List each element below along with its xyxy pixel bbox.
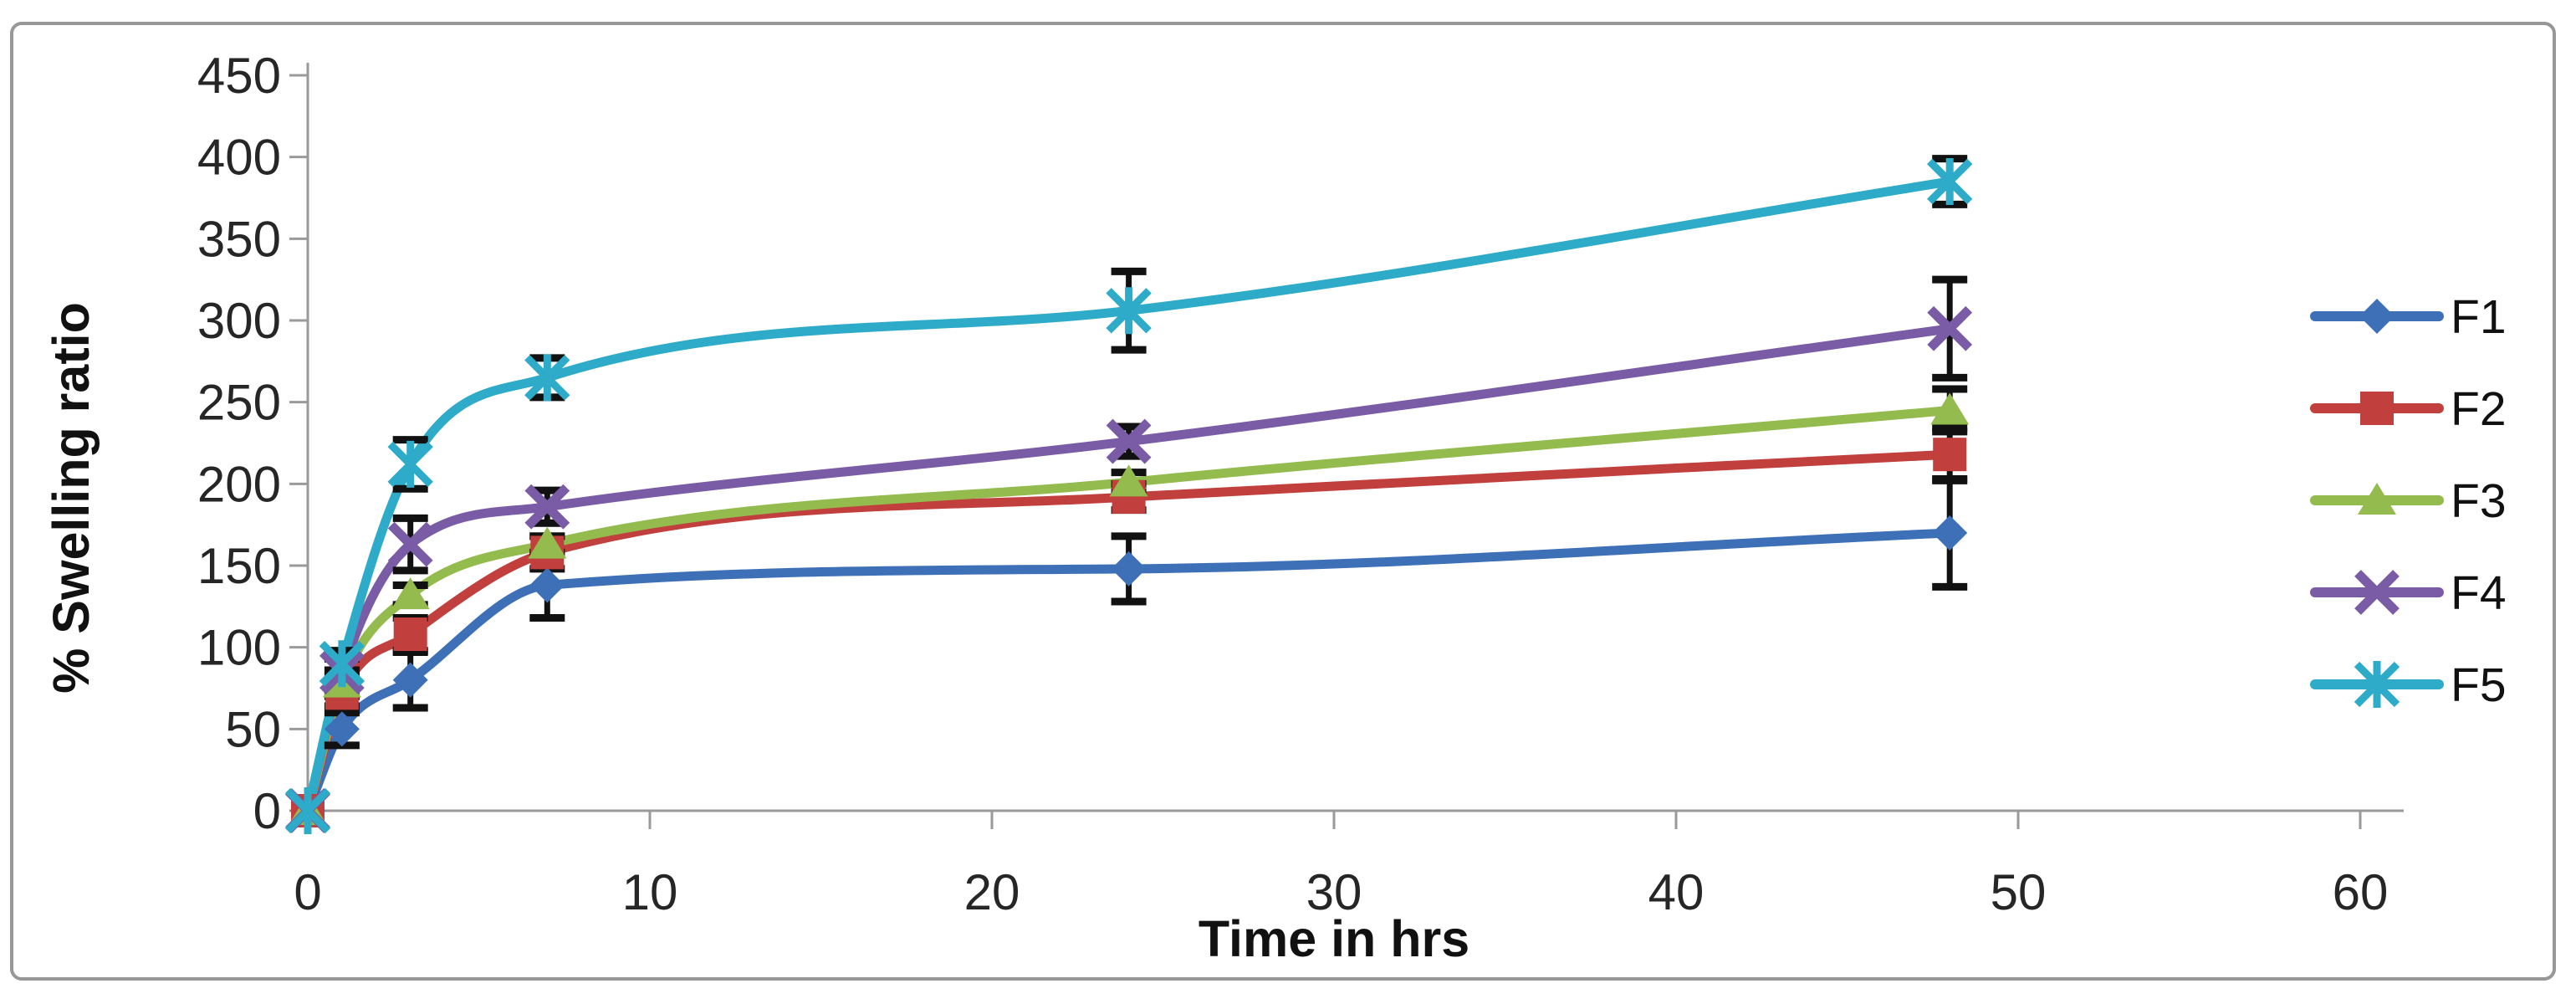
marker-diamond-icon — [2359, 299, 2395, 334]
marker-asterisk-icon — [1106, 287, 1152, 335]
y-tick-label: 400 — [197, 130, 281, 186]
marker-shape — [387, 440, 433, 488]
marker-shape — [392, 662, 428, 698]
marker-shape — [1109, 464, 1148, 497]
marker-shape — [1927, 157, 1973, 205]
marker-shape — [529, 567, 565, 603]
legend-label: F2 — [2451, 382, 2507, 436]
marker-diamond-icon — [1932, 515, 1968, 551]
marker-square-icon — [393, 617, 427, 652]
x-tick-label: 20 — [964, 864, 1020, 920]
data-point-markers — [284, 157, 1973, 834]
legend-item-F4: F4 — [2310, 566, 2507, 620]
legend-label: F3 — [2451, 474, 2507, 528]
marker-shape — [528, 526, 567, 559]
y-tick-label: 250 — [197, 375, 281, 431]
legend-item-F5: F5 — [2310, 658, 2507, 712]
x-tick-label: 0 — [294, 864, 321, 920]
marker-shape — [524, 484, 570, 530]
marker-x-cross-icon — [524, 484, 570, 530]
marker-square-icon — [1933, 438, 1967, 472]
marker-x-cross-icon — [387, 521, 433, 567]
marker-asterisk-icon — [2354, 661, 2400, 708]
marker-asterisk-icon — [1927, 157, 1973, 205]
legend-label: F4 — [2451, 566, 2507, 620]
marker-shape — [319, 640, 365, 688]
y-tick-label: 50 — [225, 701, 281, 757]
marker-asterisk-icon — [284, 787, 331, 834]
y-tick-label: 150 — [197, 538, 281, 594]
marker-shape — [391, 577, 430, 610]
x-axis-title: Time in hrs — [1199, 910, 1469, 967]
marker-x-cross-icon — [1927, 305, 1973, 351]
marker-asterisk-icon — [387, 440, 433, 488]
marker-shape — [1106, 418, 1152, 464]
y-tick-label: 350 — [197, 211, 281, 267]
marker-shape — [1111, 551, 1147, 587]
marker-shape — [393, 617, 427, 652]
marker-triangle-up-icon — [2358, 483, 2396, 515]
series-line-F1 — [303, 528, 1955, 816]
marker-shape — [524, 354, 570, 402]
y-tick-label: 0 — [253, 783, 281, 839]
y-tick-label: 100 — [197, 620, 281, 676]
x-tick-label: 40 — [1648, 864, 1705, 920]
marker-shape — [1933, 438, 1967, 472]
marker-shape — [387, 521, 433, 567]
y-tick-label: 200 — [197, 456, 281, 512]
marker-shape — [284, 787, 331, 834]
marker-diamond-icon — [324, 711, 360, 747]
marker-shape — [2354, 661, 2400, 708]
x-tick-label: 60 — [2333, 864, 2389, 920]
legend-item-F3: F3 — [2310, 474, 2507, 528]
marker-shape — [2358, 483, 2396, 515]
marker-triangle-up-icon — [1109, 464, 1148, 497]
marker-shape — [324, 711, 360, 747]
x-tick-label: 50 — [1991, 864, 2047, 920]
y-axis-title: % Swelling ratio — [43, 302, 100, 694]
legend-item-F2: F2 — [2310, 382, 2507, 436]
marker-diamond-icon — [392, 662, 428, 698]
marker-shape — [2354, 570, 2400, 615]
figure-border — [10, 22, 2556, 981]
y-tick-label: 300 — [197, 293, 281, 349]
marker-square-icon — [2360, 392, 2394, 425]
marker-shape — [2360, 392, 2394, 425]
legend-label: F5 — [2451, 658, 2507, 712]
marker-triangle-up-icon — [1930, 392, 1970, 425]
x-tick-label: 10 — [622, 864, 678, 920]
series-line-F5 — [303, 177, 1955, 816]
marker-shape — [1106, 287, 1152, 335]
marker-shape — [1930, 392, 1970, 425]
marker-x-cross-icon — [2354, 570, 2400, 615]
marker-diamond-icon — [529, 567, 565, 603]
legend-label: F1 — [2451, 290, 2507, 344]
marker-shape — [1932, 515, 1968, 551]
legend: F1 F2 F3 F4 F5 — [2310, 290, 2507, 712]
marker-shape — [1927, 305, 1973, 351]
marker-shape — [2359, 299, 2395, 334]
marker-triangle-up-icon — [391, 577, 430, 610]
y-tick-label: 450 — [197, 48, 281, 104]
legend-item-F1: F1 — [2310, 290, 2507, 344]
marker-triangle-up-icon — [528, 526, 567, 559]
marker-x-cross-icon — [1106, 418, 1152, 464]
x-tick-label: 30 — [1306, 864, 1362, 920]
marker-asterisk-icon — [524, 354, 570, 402]
marker-asterisk-icon — [319, 640, 365, 688]
marker-diamond-icon — [1111, 551, 1147, 587]
axes: 0 50 100 150 200 250 300 350 400 450 0 10 20 30 40 50 60 — [197, 48, 2404, 920]
